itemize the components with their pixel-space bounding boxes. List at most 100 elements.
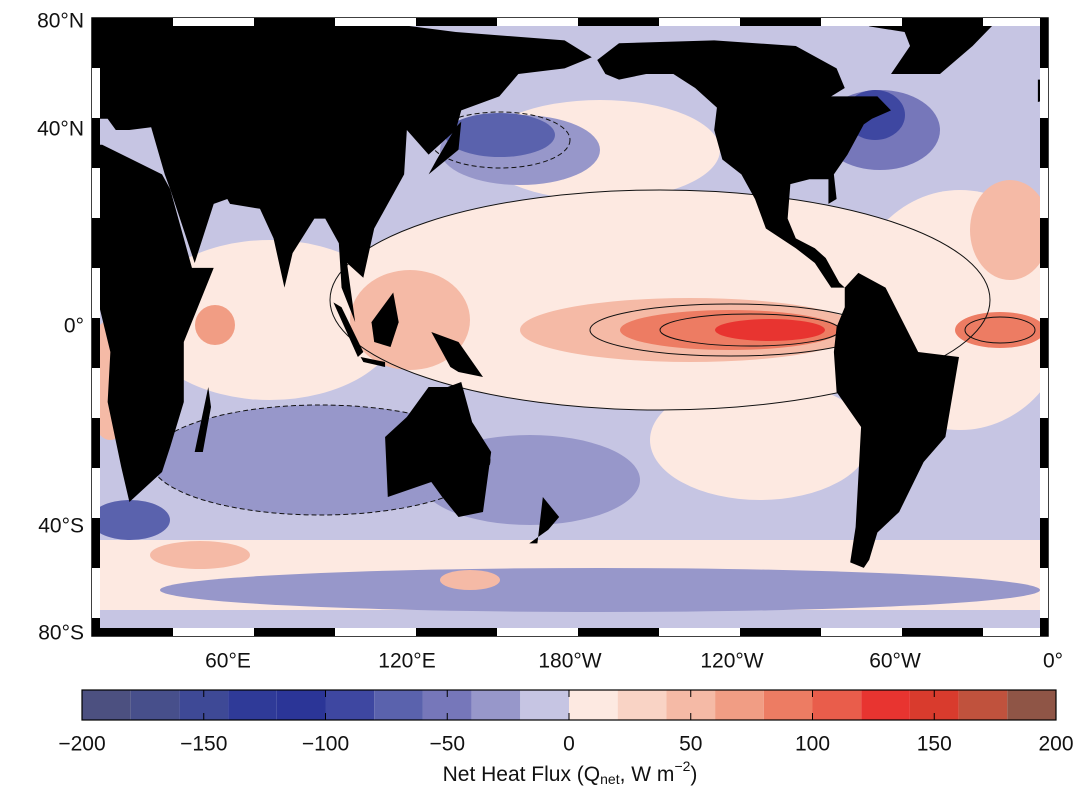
label-part: Net Heat Flux (Q <box>443 763 601 786</box>
colorbar-bin <box>228 690 277 720</box>
lat-label: 40°N <box>37 118 84 141</box>
frame-bar <box>92 18 173 26</box>
frame-bar <box>1040 268 1048 318</box>
colorbar-bin <box>471 690 521 720</box>
landmass <box>371 292 399 347</box>
frame-bar <box>92 468 100 518</box>
colorbar-bin <box>958 690 1008 720</box>
frame-bar <box>1040 618 1048 636</box>
colorbar-bin <box>130 690 180 720</box>
frame-bar <box>1040 318 1048 368</box>
frame-bar <box>416 628 497 636</box>
lon-label: 120°W <box>700 650 763 673</box>
flux-field <box>92 18 1048 636</box>
frame-bar <box>335 628 416 636</box>
landmass <box>333 302 364 357</box>
frame-bar <box>416 18 497 26</box>
colorbar-bin <box>520 690 569 720</box>
frame-bar <box>659 628 740 636</box>
frame-bar <box>740 628 821 636</box>
colorbar-bin <box>617 690 667 720</box>
landmass <box>92 18 592 323</box>
frame-bar <box>173 18 254 26</box>
frame-bar <box>659 18 740 26</box>
frame-bar <box>1040 118 1048 168</box>
frame-bar <box>92 628 173 636</box>
frame-bar <box>1040 18 1048 68</box>
frame-bar <box>497 18 578 26</box>
frame-bar <box>1040 68 1048 118</box>
label-part: , W m <box>620 763 675 786</box>
lat-label: 80°S <box>38 622 84 645</box>
frame-bar <box>335 18 416 26</box>
frame-bar <box>1040 218 1048 268</box>
frame-bar <box>92 318 100 368</box>
colorbar-tick-label: 150 <box>917 733 952 756</box>
lat-label: 0° <box>64 315 84 338</box>
lat-label: 80°N <box>37 10 84 33</box>
colorbar-label: Net Heat Flux (Qnet, W m−2) <box>443 758 698 787</box>
label-subscript: net <box>600 771 620 787</box>
frame-bar <box>254 628 335 636</box>
frame-bar <box>1040 468 1048 518</box>
frame-bar <box>254 18 335 26</box>
frame-bar <box>902 18 983 26</box>
lon-label: 60°W <box>869 650 921 673</box>
frame-bar <box>92 218 100 268</box>
colorbar-bin <box>1007 690 1056 720</box>
frame-bar <box>92 68 100 118</box>
colorbar-tick-label: 100 <box>795 733 830 756</box>
lon-label: 180°W <box>538 650 601 673</box>
frame-bar <box>92 268 100 318</box>
frame-bar <box>1040 568 1048 618</box>
frame-bar <box>92 168 100 218</box>
frame-bar <box>92 368 100 418</box>
lat-label: 40°S <box>38 515 84 538</box>
frame-bar <box>1040 168 1048 218</box>
frame-bar <box>92 18 100 68</box>
frame-bar <box>821 18 902 26</box>
landmass <box>360 357 386 367</box>
frame-bar <box>902 628 983 636</box>
frame-bar <box>983 628 1048 636</box>
frame-bar <box>983 18 1048 26</box>
colorbar-bin <box>325 690 375 720</box>
colorbar-tick-label: −50 <box>429 733 465 756</box>
colorbar-tick-label: 200 <box>1038 733 1073 756</box>
landmass <box>597 40 891 288</box>
landmass <box>431 332 483 377</box>
colorbar-tick-label: 50 <box>679 733 702 756</box>
landmass <box>529 497 560 544</box>
landmass <box>385 382 492 517</box>
colorbar-tick-label: 0 <box>563 733 575 756</box>
frame-bar <box>173 628 254 636</box>
frame-bar <box>92 118 100 168</box>
landmass <box>833 272 959 568</box>
frame-bar <box>578 628 659 636</box>
landmass <box>92 144 214 502</box>
frame-bar <box>92 618 100 636</box>
colorbar-tick-label: −150 <box>180 733 227 756</box>
frame-bar <box>92 518 100 568</box>
frame-bar <box>92 418 100 468</box>
frame-bar <box>497 628 578 636</box>
label-part: ) <box>690 763 697 786</box>
frame-bar <box>740 18 821 26</box>
colorbar-bin <box>276 690 326 720</box>
frame-bar <box>1040 368 1048 418</box>
landmass <box>194 387 211 452</box>
colorbar-tick-label: −200 <box>58 733 105 756</box>
colorbar-bin <box>569 690 618 720</box>
colorbar-bin <box>82 690 131 720</box>
lon-label: 120°E <box>378 650 435 673</box>
colorbar-bin <box>861 690 910 720</box>
colorbar-bin <box>374 690 423 720</box>
label-superscript: −2 <box>674 758 690 774</box>
frame-bar <box>1040 418 1048 468</box>
lon-label: 60°E <box>205 650 251 673</box>
lon-label: 0° <box>1043 650 1063 673</box>
colorbar-bin <box>812 690 862 720</box>
colorbar-tick-label: −100 <box>302 733 349 756</box>
landmass <box>428 121 462 175</box>
